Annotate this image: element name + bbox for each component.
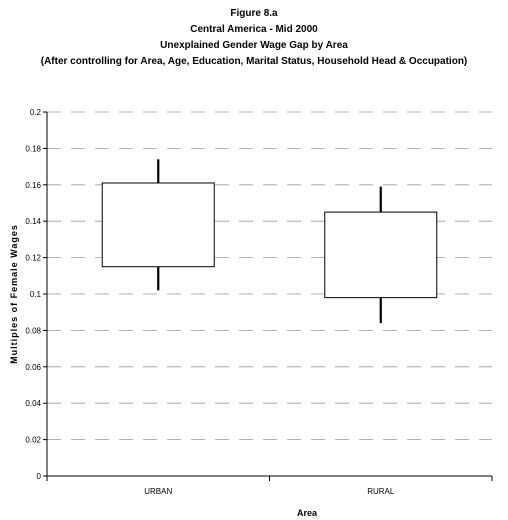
chart-subtitle-2: Unexplained Gender Wage Gap by Area	[160, 40, 348, 51]
x-tick-label: URBAN	[144, 487, 172, 496]
y-tick-label: 0.08	[25, 326, 41, 335]
axes	[43, 111, 493, 481]
chart-subtitle-3: (After controlling for Area, Age, Educat…	[40, 56, 468, 67]
x-tick-label: RURAL	[367, 487, 395, 496]
y-tick-label: 0.04	[25, 399, 41, 408]
y-tick-label: 0	[37, 472, 42, 481]
y-tick-label: 0.18	[25, 144, 41, 153]
y-tick-label: 0.2	[30, 108, 42, 117]
y-tick-label: 0.06	[25, 363, 41, 372]
y-tick-label: 0.02	[25, 436, 41, 445]
chart-title: Figure 8.a	[230, 8, 278, 19]
y-tick-label: 0.16	[25, 181, 41, 190]
chart-subtitle-1: Central America - Mid 2000	[190, 24, 318, 35]
box	[324, 211, 438, 299]
y-tick-labels: 0 0.02 0.04 0.06 0.08 0.1 0.12 0.14 0.16 0.18 0.2	[25, 108, 41, 481]
box-marks	[101, 159, 438, 324]
y-axis-label: Multiples of Female Wages	[9, 224, 19, 364]
y-tick-label: 0.1	[30, 290, 42, 299]
x-tick-labels: URBAN RURAL	[144, 487, 395, 496]
chart-title-block: Figure 8.a Central America - Mid 2000 Un…	[0, 6, 508, 70]
x-axis-label: Area	[297, 508, 318, 518]
y-tick-label: 0.12	[25, 254, 41, 263]
y-tick-label: 0.14	[25, 217, 41, 226]
box	[101, 182, 215, 268]
